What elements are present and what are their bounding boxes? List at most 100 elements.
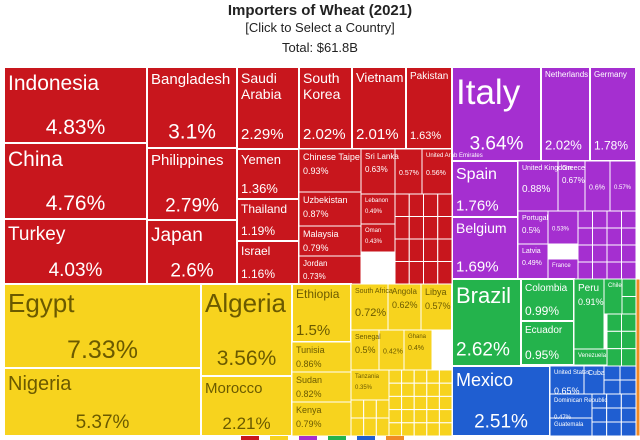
minor-country-tile[interactable] xyxy=(375,417,390,437)
minor-country-tile[interactable] xyxy=(621,261,637,280)
minor-country-tile[interactable] xyxy=(426,409,440,424)
minor-country-tile[interactable] xyxy=(592,227,608,246)
tile-saudi-arabia[interactable] xyxy=(236,66,300,150)
minor-country-tile[interactable] xyxy=(437,216,453,240)
minor-country-tile[interactable] xyxy=(619,365,637,381)
tile-latvia[interactable] xyxy=(517,243,549,280)
minor-country-tile[interactable] xyxy=(388,395,403,411)
select-country-prompt[interactable]: [Click to Select a Country] xyxy=(245,20,395,35)
tile-uzbekistan[interactable] xyxy=(298,191,362,227)
minor-country-tile[interactable] xyxy=(606,313,622,332)
minor-country-tile[interactable] xyxy=(388,369,403,384)
minor-country-tile[interactable] xyxy=(606,407,622,423)
tile-nigeria[interactable] xyxy=(3,367,202,437)
minor-country-tile[interactable] xyxy=(438,409,453,424)
minor-country-tile[interactable] xyxy=(438,382,453,397)
tile-mexico[interactable] xyxy=(451,365,551,437)
minor-country-tile[interactable] xyxy=(577,244,593,263)
minor-country-tile[interactable] xyxy=(591,421,608,437)
minor-country-tile[interactable] xyxy=(621,227,637,246)
tile-united-kingdom[interactable] xyxy=(517,160,559,212)
minor-country-tile[interactable] xyxy=(408,261,424,285)
minor-country-tile[interactable] xyxy=(438,395,453,411)
minor-country-tile[interactable] xyxy=(363,399,377,419)
minor-country-tile[interactable] xyxy=(401,409,415,424)
minor-country-tile[interactable] xyxy=(437,238,453,262)
tile-united-arab-emirates[interactable] xyxy=(421,148,453,195)
minor-country-tile[interactable] xyxy=(592,210,608,229)
minor-country-tile[interactable] xyxy=(388,382,403,397)
minor-country-tile[interactable] xyxy=(426,422,440,437)
minor-country-tile[interactable] xyxy=(394,261,410,285)
minor-country-tile[interactable] xyxy=(437,193,453,217)
minor-country-tile[interactable] xyxy=(621,278,637,297)
minor-country-tile[interactable] xyxy=(592,244,608,263)
tile-algeria[interactable] xyxy=(200,283,293,377)
tile-country-18[interactable] xyxy=(394,148,423,195)
minor-country-tile[interactable] xyxy=(621,244,637,263)
minor-country-tile[interactable] xyxy=(437,261,453,285)
tile-oman[interactable] xyxy=(360,223,396,253)
minor-country-tile[interactable] xyxy=(592,261,608,280)
minor-country-tile[interactable] xyxy=(635,278,640,437)
minor-country-tile[interactable] xyxy=(606,330,622,350)
minor-country-tile[interactable] xyxy=(438,422,453,437)
minor-country-tile[interactable] xyxy=(401,422,415,437)
tile-united-states[interactable] xyxy=(549,365,585,395)
legend-swatch-north-america[interactable] xyxy=(357,436,375,440)
minor-country-tile[interactable] xyxy=(388,422,403,437)
legend-swatch-europe[interactable] xyxy=(299,436,317,440)
minor-country-tile[interactable] xyxy=(413,395,428,411)
minor-country-tile[interactable] xyxy=(413,369,428,384)
minor-country-tile[interactable] xyxy=(394,193,410,217)
minor-country-tile[interactable] xyxy=(350,417,365,437)
minor-country-tile[interactable] xyxy=(401,382,415,397)
minor-country-tile[interactable] xyxy=(591,407,608,423)
tile-ecuador[interactable] xyxy=(520,320,575,366)
minor-country-tile[interactable] xyxy=(603,365,621,381)
minor-country-tile[interactable] xyxy=(426,395,440,411)
minor-country-tile[interactable] xyxy=(401,395,415,411)
minor-country-tile[interactable] xyxy=(577,227,593,246)
tile-turkey[interactable] xyxy=(3,218,148,285)
tile-jordan[interactable] xyxy=(298,255,362,285)
minor-country-tile[interactable] xyxy=(394,216,410,240)
minor-country-tile[interactable] xyxy=(606,393,622,409)
minor-country-tile[interactable] xyxy=(413,422,428,437)
tile-portugal[interactable] xyxy=(517,210,549,245)
minor-country-tile[interactable] xyxy=(603,379,621,395)
minor-country-tile[interactable] xyxy=(606,261,622,280)
minor-country-tile[interactable] xyxy=(577,261,593,280)
tile-france[interactable] xyxy=(547,258,579,280)
minor-country-tile[interactable] xyxy=(423,216,439,240)
minor-country-tile[interactable] xyxy=(413,409,428,424)
tile-philippines[interactable] xyxy=(146,147,238,221)
minor-country-tile[interactable] xyxy=(577,210,593,229)
tile-tunisia[interactable] xyxy=(291,341,352,373)
minor-country-tile[interactable] xyxy=(621,330,637,350)
minor-country-tile[interactable] xyxy=(423,238,439,262)
tile-yemen[interactable] xyxy=(236,148,300,200)
minor-country-tile[interactable] xyxy=(350,399,365,419)
minor-country-tile[interactable] xyxy=(620,407,637,423)
tile-senegal[interactable] xyxy=(350,329,380,371)
minor-country-tile[interactable] xyxy=(620,393,637,409)
tile-brazil[interactable] xyxy=(451,278,522,367)
minor-country-tile[interactable] xyxy=(394,238,410,262)
minor-country-tile[interactable] xyxy=(606,421,622,437)
minor-country-tile[interactable] xyxy=(621,348,637,367)
tile-germany[interactable] xyxy=(589,66,637,162)
tile-kenya[interactable] xyxy=(291,401,352,437)
minor-country-tile[interactable] xyxy=(388,409,403,424)
tile-malaysia[interactable] xyxy=(298,225,362,257)
tile-italy[interactable] xyxy=(451,66,542,162)
minor-country-tile[interactable] xyxy=(621,210,637,229)
minor-country-tile[interactable] xyxy=(363,417,377,437)
minor-country-tile[interactable] xyxy=(426,369,440,384)
minor-country-tile[interactable] xyxy=(621,313,637,332)
tile-indonesia[interactable] xyxy=(3,66,148,144)
minor-country-tile[interactable] xyxy=(408,238,424,262)
minor-country-tile[interactable] xyxy=(620,421,637,437)
minor-country-tile[interactable] xyxy=(606,210,622,229)
minor-country-tile[interactable] xyxy=(401,369,415,384)
